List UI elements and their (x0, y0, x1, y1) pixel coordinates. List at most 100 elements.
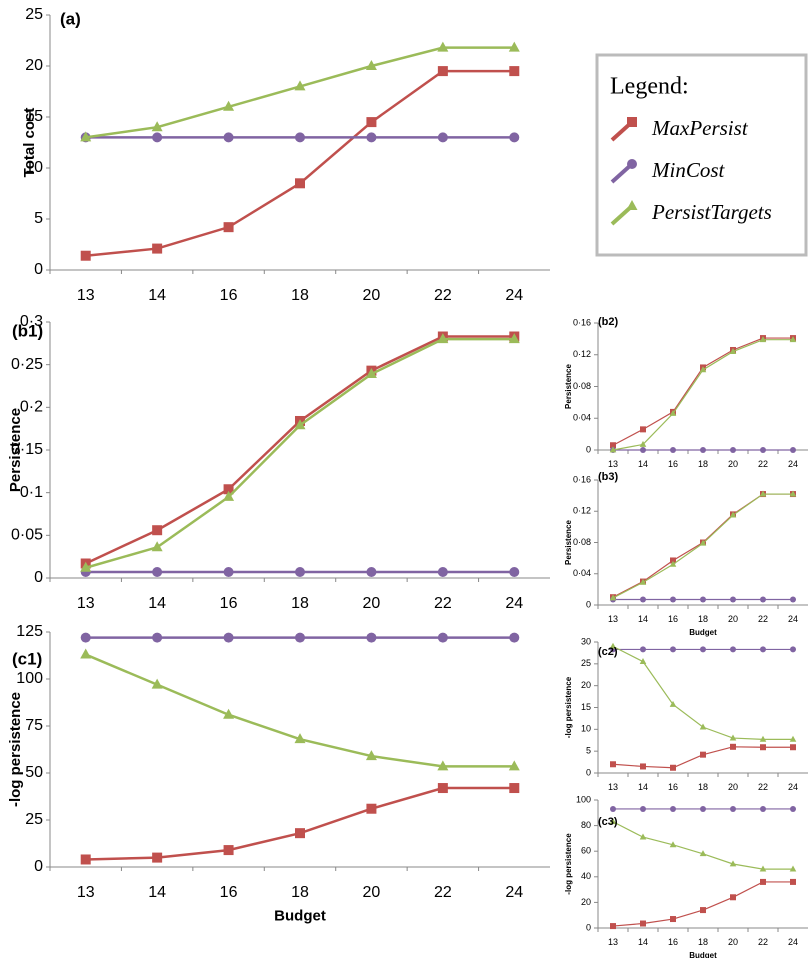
x-axis-label: Budget (274, 908, 326, 925)
marker (670, 646, 676, 653)
x-tick-label: 14 (638, 937, 648, 947)
marker (80, 131, 92, 142)
marker (730, 646, 736, 653)
marker (640, 426, 646, 433)
marker (670, 805, 676, 812)
marker (295, 567, 305, 578)
marker (627, 159, 637, 169)
marker (610, 761, 616, 768)
marker (760, 878, 766, 885)
marker (509, 567, 520, 578)
series-line (85, 46, 515, 139)
x-tick-label: 13 (77, 595, 95, 612)
y-tick-label: 0·08 (573, 381, 591, 391)
y-tick-label: 0 (34, 858, 43, 875)
marker (640, 596, 646, 603)
marker (295, 828, 305, 839)
marker (365, 60, 377, 70)
y-axis-label: Persistence (7, 408, 24, 492)
marker (669, 560, 677, 567)
y-tick-label: 20 (25, 57, 43, 74)
x-tick-label: 14 (148, 595, 166, 612)
marker (609, 594, 617, 601)
panel-label: (b2) (598, 316, 619, 328)
y-tick-label: 20 (581, 897, 591, 907)
marker (760, 744, 766, 751)
marker (508, 760, 520, 771)
x-tick-label: 16 (220, 287, 238, 304)
y-tick-label: 100 (576, 794, 591, 804)
x-tick-label: 20 (363, 595, 381, 612)
y-tick-label: 125 (16, 623, 43, 640)
x-tick-label: 20 (728, 459, 738, 469)
marker (730, 596, 736, 603)
x-tick-label: 22 (434, 595, 452, 612)
marker (610, 923, 616, 930)
marker (437, 41, 449, 52)
y-tick-label: 40 (581, 871, 591, 881)
series-line (85, 653, 515, 768)
y-tick-label: 30 (581, 636, 591, 646)
series-line (612, 339, 793, 451)
series-line (612, 881, 793, 927)
marker (640, 447, 646, 453)
marker (759, 735, 767, 742)
marker (759, 490, 767, 497)
y-tick-label: 100 (16, 670, 43, 687)
y-tick-label: 0 (586, 922, 591, 932)
marker (730, 447, 736, 453)
marker (790, 878, 796, 885)
x-axis-label: Budget (689, 951, 717, 958)
y-tick-label: 0·04 (573, 568, 591, 578)
y-tick-label: 0 (34, 261, 43, 278)
marker (700, 447, 706, 453)
x-tick-label: 22 (758, 782, 768, 792)
marker (699, 850, 707, 857)
y-tick-label: 0·16 (573, 474, 591, 484)
y-tick-label: 75 (25, 717, 43, 734)
marker (223, 222, 234, 233)
marker (759, 865, 767, 872)
marker (760, 447, 766, 453)
x-tick-label: 16 (668, 459, 678, 469)
marker (80, 561, 92, 572)
x-tick-label: 20 (363, 884, 381, 901)
x-tick-label: 16 (220, 884, 238, 901)
x-tick-label: 14 (148, 287, 166, 304)
x-tick-label: 22 (434, 287, 452, 304)
marker (610, 805, 616, 812)
marker (152, 243, 163, 254)
y-axis-label: -log persistence (7, 692, 24, 807)
marker (366, 132, 377, 143)
marker (729, 511, 737, 518)
marker (790, 805, 796, 812)
marker (670, 596, 676, 603)
marker (294, 733, 306, 744)
x-tick-label: 13 (608, 459, 618, 469)
marker (509, 66, 520, 77)
marker (509, 783, 520, 794)
x-tick-label: 16 (668, 614, 678, 624)
marker (223, 132, 234, 143)
marker (790, 646, 796, 653)
marker (437, 333, 449, 344)
marker (730, 894, 736, 901)
series-line (85, 786, 515, 861)
marker (626, 200, 638, 210)
x-tick-label: 13 (608, 614, 618, 624)
marker (437, 632, 448, 643)
marker (699, 366, 707, 373)
x-tick-label: 20 (728, 937, 738, 947)
marker (759, 336, 767, 343)
y-tick-label: 20 (581, 680, 591, 690)
y-tick-label: 0 (586, 599, 591, 609)
x-tick-label: 24 (788, 459, 798, 469)
y-tick-label: 15 (25, 108, 43, 125)
marker (366, 803, 377, 814)
x-axis-label: Budget (689, 628, 717, 637)
y-axis-label: Total cost (21, 108, 38, 178)
x-tick-label: 14 (638, 459, 648, 469)
y-tick-label: 0·04 (573, 413, 591, 423)
marker (610, 442, 616, 449)
